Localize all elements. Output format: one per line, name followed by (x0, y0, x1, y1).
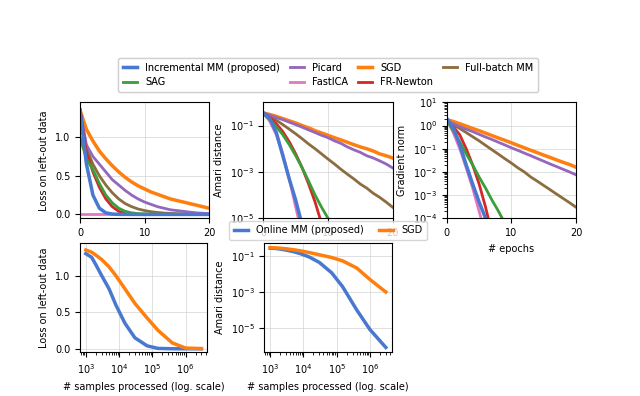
Y-axis label: Amari distance: Amari distance (214, 124, 224, 197)
X-axis label: # samples processed (log. scale): # samples processed (log. scale) (63, 381, 225, 392)
Y-axis label: Gradient norm: Gradient norm (397, 125, 407, 196)
X-axis label: # epochs: # epochs (488, 244, 534, 253)
Y-axis label: Amari distance: Amari distance (215, 261, 225, 334)
Y-axis label: Loss on left-out data: Loss on left-out data (39, 110, 49, 211)
X-axis label: # samples processed (log. scale): # samples processed (log. scale) (247, 381, 409, 392)
Y-axis label: Loss on left-out data: Loss on left-out data (39, 248, 49, 348)
Legend: Incremental MM (proposed), SAG, Picard, FastICA, SGD, FR-Newton, Full-batch MM: Incremental MM (proposed), SAG, Picard, … (118, 58, 538, 92)
Legend: Online MM (proposed), SGD: Online MM (proposed), SGD (229, 221, 427, 240)
X-axis label: # epochs: # epochs (305, 244, 351, 253)
X-axis label: # epochs: # epochs (122, 244, 168, 253)
